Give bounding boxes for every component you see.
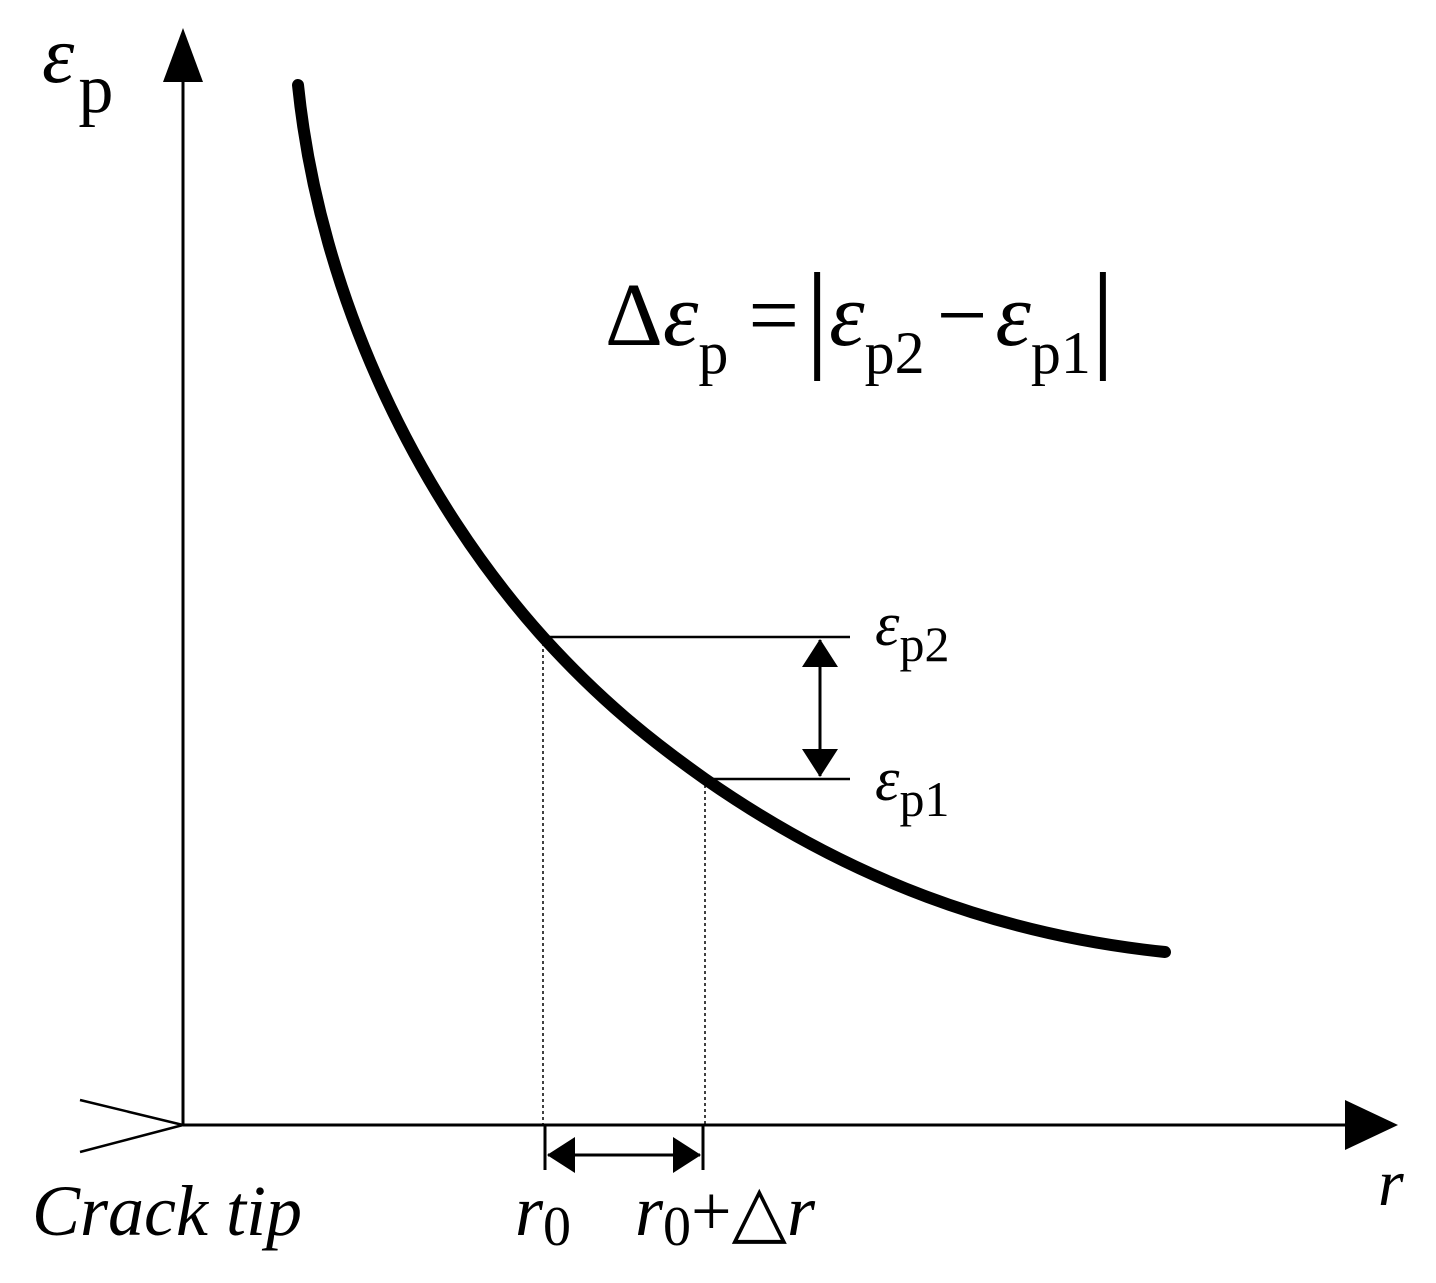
- subscript: p2: [899, 616, 949, 672]
- subscript: p1: [1031, 320, 1091, 386]
- equals: =: [748, 266, 799, 365]
- subscript: p: [78, 51, 113, 128]
- position-label: r0: [515, 1171, 571, 1258]
- level-label: εp2: [875, 591, 949, 672]
- symbol: ε: [995, 266, 1031, 365]
- symbol: r: [787, 1171, 816, 1251]
- x-axis-arrow: [1345, 1100, 1398, 1150]
- subscript: p: [698, 320, 728, 386]
- level-label: εp1: [875, 746, 949, 827]
- symbol: ε: [42, 9, 75, 100]
- bar: |: [805, 248, 829, 381]
- subscript: p1: [899, 771, 949, 827]
- symbol: ε: [875, 591, 900, 659]
- position-label: r0+△r: [635, 1171, 816, 1258]
- crack-tip-symbol: [79, 1098, 184, 1154]
- minus: −: [937, 266, 988, 365]
- symbol: ε: [663, 266, 699, 365]
- x-axis-label: r: [1378, 1147, 1404, 1220]
- symbol: ε: [829, 266, 865, 365]
- subscript: 0: [663, 1196, 691, 1258]
- symbol: r: [515, 1171, 544, 1251]
- formula: Δεp =|εp2 −εp1|: [605, 248, 1115, 386]
- y-axis-arrow: [163, 28, 203, 82]
- subscript: p2: [865, 320, 925, 386]
- bar: |: [1091, 248, 1115, 381]
- symbol: r: [635, 1171, 664, 1251]
- strain-curve: [292, 79, 1171, 958]
- origin-label: Crack tip: [32, 1171, 302, 1251]
- subscript: 0: [543, 1196, 571, 1258]
- suffix: +△: [691, 1171, 788, 1251]
- delta: Δ: [605, 266, 663, 365]
- symbol: ε: [875, 746, 900, 814]
- y-axis-label: εp: [42, 9, 113, 128]
